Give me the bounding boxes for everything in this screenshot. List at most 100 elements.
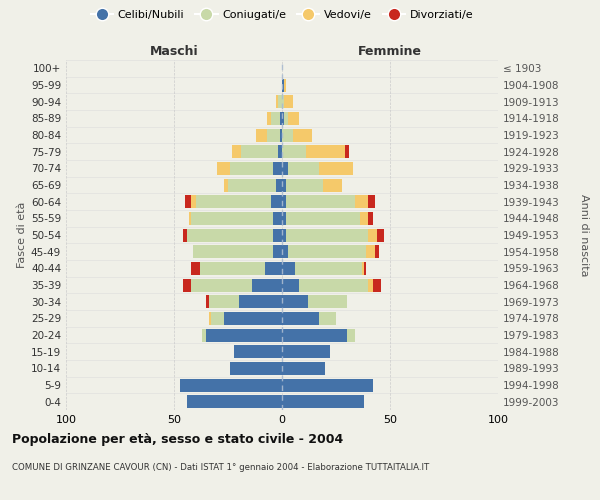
Bar bbox=[267, 112, 271, 125]
Bar bbox=[239, 295, 282, 308]
Text: COMUNE DI GRINZANE CAVOUR (CN) - Dati ISTAT 1° gennaio 2004 - Elaborazione TUTTA: COMUNE DI GRINZANE CAVOUR (CN) - Dati IS… bbox=[12, 462, 429, 471]
Bar bbox=[355, 195, 368, 208]
Bar bbox=[200, 262, 265, 275]
Bar bbox=[206, 328, 282, 342]
Bar bbox=[284, 112, 289, 125]
Bar bbox=[282, 262, 295, 275]
Bar bbox=[232, 145, 241, 158]
Bar bbox=[289, 162, 319, 175]
Bar bbox=[368, 212, 373, 225]
Bar bbox=[282, 378, 373, 392]
Bar bbox=[286, 228, 368, 241]
Bar bbox=[265, 262, 282, 275]
Bar bbox=[282, 162, 289, 175]
Bar bbox=[282, 178, 286, 192]
Bar bbox=[347, 328, 355, 342]
Bar bbox=[224, 312, 282, 325]
Bar bbox=[275, 95, 278, 108]
Legend: Celibi/Nubili, Coniugati/e, Vedovi/e, Divorziati/e: Celibi/Nubili, Coniugati/e, Vedovi/e, Di… bbox=[86, 6, 478, 25]
Bar bbox=[182, 278, 191, 291]
Bar bbox=[282, 78, 284, 92]
Text: Maschi: Maschi bbox=[149, 44, 199, 58]
Bar bbox=[286, 195, 355, 208]
Bar bbox=[185, 195, 191, 208]
Bar bbox=[368, 195, 375, 208]
Bar bbox=[189, 212, 191, 225]
Bar bbox=[282, 362, 325, 375]
Bar bbox=[256, 128, 267, 141]
Bar bbox=[274, 162, 282, 175]
Bar bbox=[209, 312, 211, 325]
Bar bbox=[299, 278, 368, 291]
Bar bbox=[364, 262, 366, 275]
Bar bbox=[366, 245, 375, 258]
Y-axis label: Anni di nascita: Anni di nascita bbox=[579, 194, 589, 276]
Bar bbox=[289, 112, 299, 125]
Bar bbox=[191, 262, 200, 275]
Bar bbox=[362, 262, 364, 275]
Bar bbox=[286, 178, 323, 192]
Bar bbox=[193, 245, 274, 258]
Bar bbox=[280, 112, 282, 125]
Bar bbox=[228, 178, 275, 192]
Text: Popolazione per età, sesso e stato civile - 2004: Popolazione per età, sesso e stato civil… bbox=[12, 432, 343, 446]
Bar bbox=[230, 362, 282, 375]
Bar bbox=[319, 312, 336, 325]
Bar bbox=[191, 195, 196, 208]
Bar bbox=[202, 328, 206, 342]
Bar bbox=[284, 95, 293, 108]
Bar bbox=[275, 178, 282, 192]
Bar bbox=[181, 378, 282, 392]
Bar bbox=[182, 228, 187, 241]
Bar bbox=[280, 128, 282, 141]
Bar bbox=[282, 212, 286, 225]
Bar bbox=[295, 262, 362, 275]
Bar bbox=[274, 228, 282, 241]
Bar bbox=[289, 245, 366, 258]
Bar bbox=[217, 162, 230, 175]
Bar bbox=[319, 162, 353, 175]
Bar bbox=[293, 128, 312, 141]
Bar bbox=[191, 212, 274, 225]
Bar bbox=[206, 295, 209, 308]
Bar bbox=[224, 178, 228, 192]
Y-axis label: Fasce di età: Fasce di età bbox=[17, 202, 27, 268]
Bar bbox=[282, 145, 306, 158]
Bar bbox=[282, 278, 299, 291]
Bar bbox=[282, 328, 347, 342]
Bar bbox=[286, 212, 360, 225]
Bar bbox=[282, 228, 286, 241]
Bar bbox=[191, 278, 252, 291]
Bar bbox=[209, 295, 239, 308]
Bar bbox=[187, 395, 282, 408]
Bar bbox=[278, 95, 282, 108]
Bar bbox=[377, 228, 383, 241]
Bar bbox=[282, 345, 329, 358]
Bar bbox=[271, 195, 282, 208]
Bar bbox=[360, 212, 368, 225]
Bar bbox=[196, 195, 271, 208]
Bar bbox=[308, 295, 347, 308]
Bar bbox=[282, 195, 286, 208]
Bar bbox=[373, 278, 382, 291]
Bar bbox=[282, 245, 289, 258]
Text: Femmine: Femmine bbox=[358, 44, 422, 58]
Bar bbox=[282, 295, 308, 308]
Bar bbox=[274, 245, 282, 258]
Bar bbox=[306, 145, 344, 158]
Bar bbox=[274, 212, 282, 225]
Bar bbox=[375, 245, 379, 258]
Bar bbox=[282, 128, 293, 141]
Bar bbox=[211, 312, 224, 325]
Bar bbox=[282, 95, 284, 108]
Bar bbox=[241, 145, 278, 158]
Bar bbox=[187, 228, 274, 241]
Bar bbox=[282, 395, 364, 408]
Bar bbox=[368, 228, 377, 241]
Bar bbox=[323, 178, 343, 192]
Bar bbox=[284, 78, 286, 92]
Bar bbox=[282, 312, 319, 325]
Bar bbox=[252, 278, 282, 291]
Bar bbox=[235, 345, 282, 358]
Bar bbox=[267, 128, 280, 141]
